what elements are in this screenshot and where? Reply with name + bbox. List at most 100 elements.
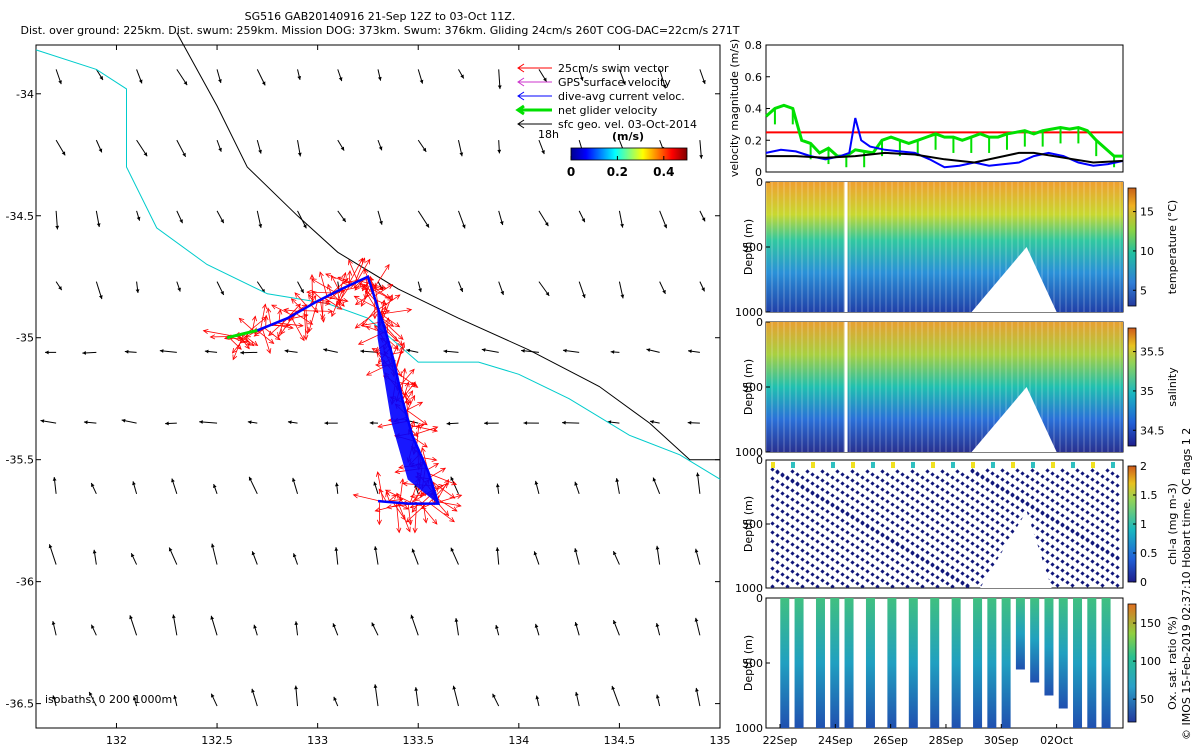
current-arrow	[574, 621, 580, 636]
swim-vector	[376, 501, 382, 526]
current-arrow	[51, 620, 57, 636]
current-arrow	[199, 420, 218, 424]
current-arrow	[132, 696, 138, 707]
depth-y-tick-label: 1000	[735, 306, 763, 319]
current-arrow	[83, 420, 97, 425]
current-arrow	[446, 421, 459, 426]
depth-axes-frame	[765, 459, 1124, 589]
current-arrow	[168, 547, 178, 565]
swim-vector	[412, 503, 418, 534]
current-arrow	[333, 696, 339, 707]
velocity-series-line	[766, 151, 1124, 164]
current-arrow	[132, 481, 138, 494]
current-arrow	[165, 421, 177, 426]
current-arrow	[612, 619, 620, 636]
depth-y-tick-label: 500	[742, 381, 763, 394]
swim-vector	[428, 482, 449, 504]
swim-vector	[263, 314, 269, 328]
depth-colorbar	[1127, 603, 1137, 723]
current-arrow	[176, 69, 188, 86]
legend-entry: 25cm/s swim vector	[517, 62, 669, 75]
current-arrow	[699, 210, 706, 222]
current-arrow	[52, 695, 57, 707]
current-arrow	[521, 348, 539, 353]
current-arrow	[646, 348, 660, 353]
swim-vector	[348, 259, 359, 282]
current-arrow	[90, 482, 97, 495]
swim-vector	[331, 288, 344, 318]
speed-colorbar-tick-label: 0.2	[607, 165, 628, 179]
swim-vector	[375, 471, 384, 502]
current-arrow	[450, 476, 459, 495]
colorbar-units-label: (m/s)	[612, 130, 644, 143]
colorbar-tick-label: 100	[1140, 655, 1161, 668]
current-arrow	[210, 543, 218, 565]
current-arrow	[371, 622, 379, 636]
colorbar-tick-label: 10	[1140, 245, 1154, 258]
current-arrow	[578, 210, 586, 223]
current-arrow	[373, 546, 379, 565]
legend-label: sfc geo. vel. 03-Oct-2014	[558, 118, 697, 131]
current-arrow	[495, 547, 500, 565]
current-arrow	[297, 69, 302, 80]
title-line-1: SG516 GAB20140916 21-Sep 12Z to 03-Oct 1…	[244, 10, 516, 23]
swim-vector	[261, 328, 272, 355]
current-arrow	[251, 688, 258, 707]
current-arrow	[55, 69, 62, 85]
current-arrow	[458, 210, 466, 229]
current-arrow	[253, 624, 258, 636]
current-arrow	[176, 139, 187, 158]
current-arrow	[136, 210, 141, 221]
legend-label: net glider velocity	[558, 104, 658, 117]
map-x-tick-label: 134.5	[604, 734, 636, 747]
time-tick-label: 30Sep	[984, 734, 1019, 747]
legend-entry: sfc geo. vel. 03-Oct-2014	[517, 118, 697, 131]
current-arrow	[652, 477, 661, 495]
current-arrow	[410, 614, 419, 636]
depth-y-tick-label: 1000	[735, 582, 763, 595]
swim-vector	[310, 278, 336, 293]
current-arrow	[695, 687, 701, 707]
current-arrow	[497, 140, 502, 154]
current-arrow	[414, 687, 419, 707]
map-x-tick-label: 133.5	[402, 734, 434, 747]
map-y-tick-label: -35	[16, 332, 34, 345]
map-y-tick-label: -36.5	[6, 698, 34, 711]
current-arrow	[121, 418, 137, 424]
current-arrow	[45, 350, 57, 355]
depth-panel: 0 500 1000 Depth (m) 0 0.5 1 1.5 2 chl-a (mg m-3)	[735, 454, 1179, 595]
current-arrow	[55, 210, 60, 230]
current-arrow	[135, 281, 140, 294]
isobath-1000m-line	[176, 32, 720, 461]
current-arrow	[210, 615, 218, 636]
swim-vector	[354, 310, 379, 329]
current-arrow	[612, 550, 620, 565]
swim-vector	[395, 345, 405, 371]
current-arrow	[458, 281, 464, 293]
depth-y-tick-label: 0	[756, 592, 763, 605]
current-arrow	[687, 420, 700, 425]
depth-y-tick-label: 500	[742, 657, 763, 670]
swim-vector	[272, 323, 294, 330]
current-arrow	[256, 140, 262, 154]
current-arrow	[454, 618, 459, 636]
current-arrow	[458, 69, 465, 79]
depth-section-field	[770, 462, 1120, 588]
map-x-tick-label: 135	[710, 734, 731, 747]
swim-vector	[303, 308, 309, 341]
depth-y-tick-label: 0	[756, 454, 763, 467]
swim-vector	[407, 503, 413, 526]
current-arrow	[171, 478, 178, 494]
swim-vector	[275, 322, 304, 328]
current-arrow	[88, 691, 97, 707]
current-arrow	[247, 420, 258, 425]
current-arrow	[256, 69, 266, 86]
colorbar-tick-label: 0	[1140, 576, 1147, 589]
swim-vector	[335, 284, 351, 307]
colorbar-tick-label: 2	[1140, 460, 1147, 473]
colorbar-tick-label: 35.5	[1140, 346, 1165, 359]
current-arrow	[337, 210, 347, 223]
glider-track-line	[226, 274, 441, 505]
net-glider-velocity-segment	[226, 328, 258, 340]
title-line-2: Dist. over ground: 225km. Dist. swum: 25…	[20, 24, 740, 37]
